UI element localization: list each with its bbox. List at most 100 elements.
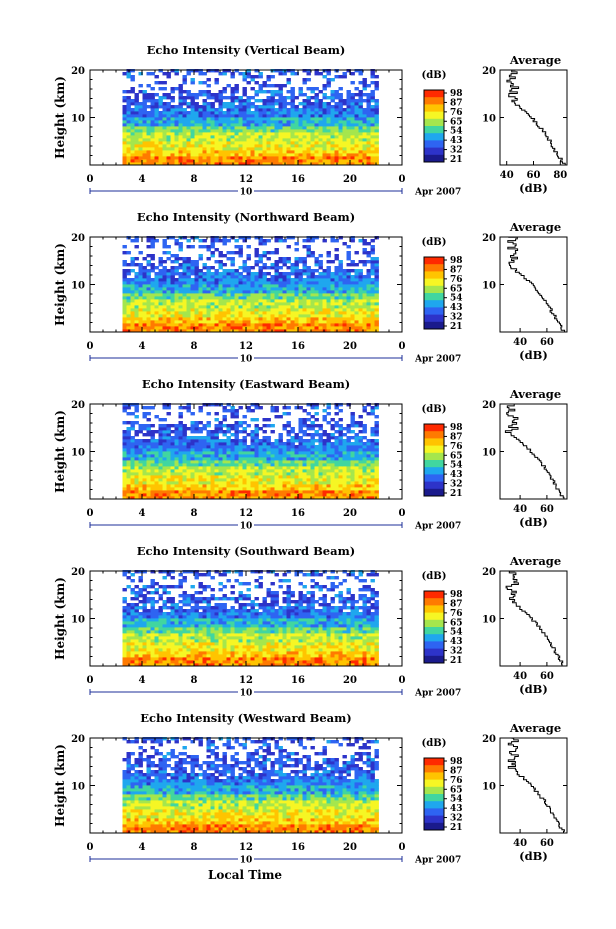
heatmap-cell — [362, 314, 367, 318]
heatmap-cell — [318, 427, 323, 431]
heatmap-cell — [358, 72, 363, 76]
heatmap-cell — [298, 454, 303, 458]
colorbar-tick-label: 32 — [450, 146, 463, 156]
heatmap-cell — [346, 281, 351, 285]
heatmap-cell — [226, 141, 231, 145]
heatmap-cell — [298, 463, 303, 467]
heatmap-cell — [294, 445, 299, 449]
heatmap-cell — [270, 326, 275, 330]
heatmap-cell — [318, 117, 323, 121]
heatmap-cell — [258, 254, 263, 258]
heatmap-cell — [338, 293, 343, 297]
heatmap-cell — [210, 290, 215, 294]
heatmap-cell — [198, 138, 203, 142]
heatmap-cell — [306, 478, 311, 482]
heatmap-cell — [214, 460, 219, 464]
heatmap-cell — [122, 296, 127, 300]
heatmap-cell — [230, 278, 235, 282]
heatmap-cell — [242, 150, 247, 154]
heatmap-cell — [170, 314, 175, 318]
heatmap-cell — [278, 299, 283, 303]
heatmap-cell — [262, 463, 267, 467]
heatmap-cell — [170, 156, 175, 160]
heatmap-cell — [310, 436, 315, 440]
heatmap-cell — [214, 430, 219, 434]
heatmap-cell — [222, 263, 227, 267]
heatmap-cell — [358, 272, 363, 276]
heatmap-cell — [194, 284, 199, 288]
heatmap-cell — [182, 162, 187, 166]
heatmap-cell — [282, 153, 287, 157]
heatmap-cell — [142, 308, 147, 312]
heatmap-cell — [330, 460, 335, 464]
heatmap-cell — [210, 159, 215, 163]
heatmap-cell — [202, 281, 207, 285]
heatmap-cell — [278, 129, 283, 133]
heatmap-cell — [178, 311, 183, 315]
heatmap-cell — [366, 242, 371, 246]
heatmap-cell — [186, 162, 191, 166]
heatmap-cell — [154, 126, 159, 130]
colorbar-frame — [423, 89, 445, 163]
heatmap-cell — [370, 245, 375, 249]
heatmap-cell — [158, 424, 163, 428]
heatmap-cell — [306, 147, 311, 151]
heatmap-cell — [310, 487, 315, 491]
heatmap-cell — [130, 448, 135, 452]
heatmap-cell — [214, 478, 219, 482]
heatmap-cell — [298, 314, 303, 318]
heatmap-cell — [234, 84, 239, 88]
heatmap-cell — [158, 156, 163, 160]
heatmap-cell — [310, 451, 315, 455]
heatmap-cell — [202, 296, 207, 300]
heatmap-cell — [298, 442, 303, 446]
heatmap-cell — [306, 78, 311, 82]
heatmap-cell — [122, 436, 127, 440]
heatmap-cell — [282, 457, 287, 461]
heatmap-cell — [254, 323, 259, 327]
heatmap-cell — [358, 296, 363, 300]
heatmap-cell — [330, 296, 335, 300]
heatmap-cell — [290, 278, 295, 282]
heatmap-cell — [262, 153, 267, 157]
heatmap-cell — [258, 293, 263, 297]
heatmap-cell — [258, 439, 263, 443]
heatmap-cell — [330, 284, 335, 288]
heatmap-cell — [262, 323, 267, 327]
heatmap-cell — [242, 302, 247, 306]
heatmap-cell — [206, 484, 211, 488]
heatmap-cell — [250, 314, 255, 318]
heatmap-cell — [330, 287, 335, 291]
heatmap-cell — [290, 436, 295, 440]
heatmap-cell — [330, 326, 335, 330]
heatmap-cell — [230, 72, 235, 76]
heatmap-cell — [238, 156, 243, 160]
heatmap-cell — [262, 457, 267, 461]
heatmap-cell — [286, 320, 291, 324]
heatmap-cell — [318, 123, 323, 127]
heatmap-cell — [182, 278, 187, 282]
heatmap-cell — [282, 326, 287, 330]
heatmap-cell — [286, 308, 291, 312]
heatmap-cell — [222, 311, 227, 315]
colorbar-tick-label: 76 — [450, 108, 463, 118]
heatmap-cell — [206, 129, 211, 133]
heatmap-cell — [326, 111, 331, 115]
heatmap-cell — [350, 329, 355, 333]
heatmap-cell — [138, 323, 143, 327]
heatmap-cell — [230, 272, 235, 276]
heatmap-cell — [250, 296, 255, 300]
heatmap-cell — [134, 493, 139, 497]
heatmap-cell — [278, 153, 283, 157]
heatmap-cell — [190, 436, 195, 440]
heatmap-cell — [126, 442, 131, 446]
heatmap-cell — [198, 451, 203, 455]
heatmap-cell — [162, 87, 167, 91]
heatmap-cell — [202, 111, 207, 115]
heatmap-cell — [282, 263, 287, 267]
heatmap-cell — [198, 275, 203, 279]
heatmap-cell — [162, 159, 167, 163]
heatmap-cell — [134, 105, 139, 109]
heatmap-cell — [150, 269, 155, 273]
heatmap-cell — [190, 108, 195, 112]
